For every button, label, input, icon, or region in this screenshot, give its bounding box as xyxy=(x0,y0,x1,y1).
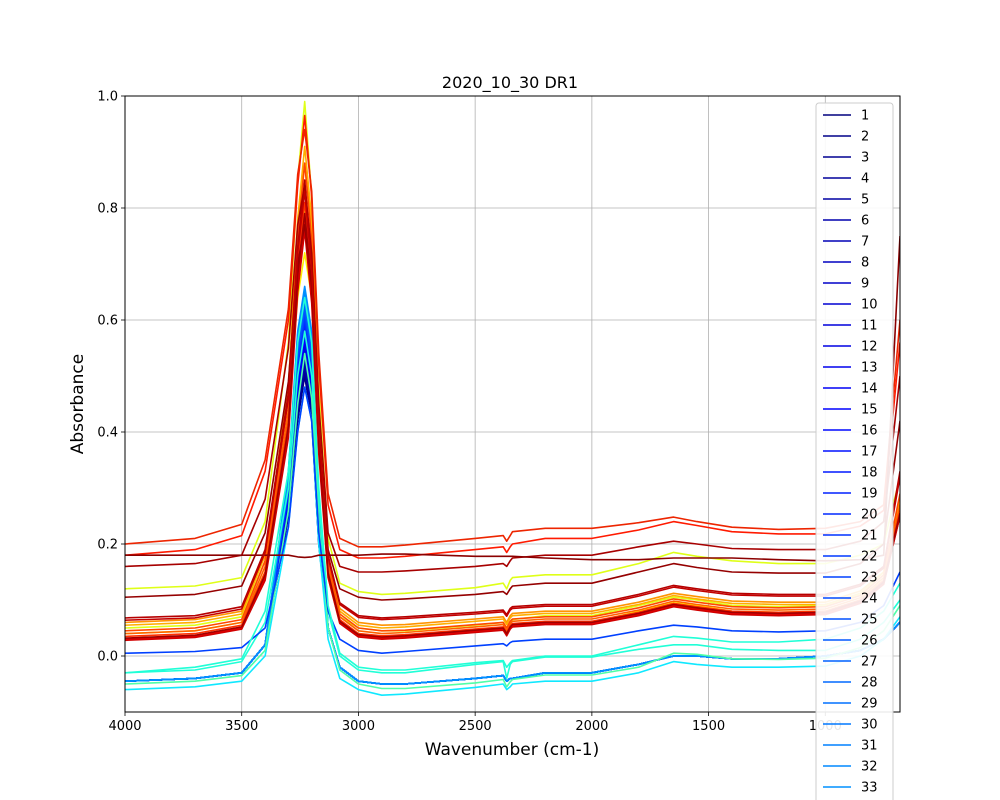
legend-label: 26 xyxy=(861,634,878,649)
x-axis-label: Wavenumber (cm-1) xyxy=(425,740,600,760)
spectrum-line-trace-54 xyxy=(125,235,900,562)
spectrum-line-trace-52 xyxy=(125,184,900,573)
spectrum-line-trace-36 xyxy=(125,352,900,690)
legend-label: 31 xyxy=(861,739,878,754)
x-tick-label: 2000 xyxy=(575,719,608,734)
legend-label: 17 xyxy=(861,445,878,460)
y-axis-ticks: 0.0 0.2 0.4 0.6 0.8 1.0 xyxy=(97,90,125,665)
x-tick-label: 3000 xyxy=(342,719,375,734)
x-tick-label: 4000 xyxy=(108,719,141,734)
y-tick-label: 0.2 xyxy=(97,538,118,553)
spectrum-line-trace-51 xyxy=(125,128,900,548)
legend-label: 10 xyxy=(861,298,878,313)
chart-title: 2020_10_30 DR1 xyxy=(442,73,578,93)
legend-label: 7 xyxy=(861,235,869,250)
spectrum-line-trace-48 xyxy=(125,229,900,642)
legend-label: 1 xyxy=(861,109,869,124)
legend-label: 18 xyxy=(861,466,878,481)
spectrum-line-trace-56 xyxy=(125,190,900,621)
legend-label: 21 xyxy=(861,529,878,544)
spectrum-line-trace-38 xyxy=(125,296,900,674)
y-tick-label: 0.4 xyxy=(97,426,118,441)
legend-label: 12 xyxy=(861,340,878,355)
legend-label: 28 xyxy=(861,676,878,691)
legend-label: 23 xyxy=(861,571,878,586)
y-tick-label: 0.8 xyxy=(97,202,118,217)
spectrum-line-trace-37 xyxy=(125,386,900,654)
x-tick-label: 3500 xyxy=(225,719,258,734)
x-tick-label: 1500 xyxy=(692,719,725,734)
legend-label: 9 xyxy=(861,277,869,292)
legend-label: 14 xyxy=(861,382,878,397)
legend-label: 27 xyxy=(861,655,878,670)
legend-label: 20 xyxy=(861,508,878,523)
legend-label: 11 xyxy=(861,319,878,334)
legend-label: 2 xyxy=(861,130,869,145)
legend-label: 32 xyxy=(861,760,878,775)
legend-label: 6 xyxy=(861,214,869,229)
spectrum-line-trace-34 xyxy=(125,330,900,680)
spectrum-line-trace-55 xyxy=(125,212,900,639)
legend: 1234567891011121314151617181920212223242… xyxy=(815,102,894,800)
legend-label: 24 xyxy=(861,592,878,607)
x-tick-label: 2500 xyxy=(459,719,492,734)
legend-label: 22 xyxy=(861,550,878,565)
y-tick-label: 0.0 xyxy=(97,650,118,665)
y-tick-label: 1.0 xyxy=(97,90,118,105)
legend-label: 13 xyxy=(861,361,878,376)
legend-label: 3 xyxy=(861,151,869,166)
legend-label: 33 xyxy=(861,781,878,796)
legend-label: 5 xyxy=(861,193,869,208)
plot-frame xyxy=(124,95,901,713)
legend-label: 30 xyxy=(861,718,878,733)
legend-label: 15 xyxy=(861,403,878,418)
legend-label: 25 xyxy=(861,613,878,628)
legend-box xyxy=(815,102,894,800)
y-axis-label: Absorbance xyxy=(68,354,88,454)
legend-label: 8 xyxy=(861,256,869,271)
legend-label: 16 xyxy=(861,424,878,439)
y-tick-label: 0.6 xyxy=(97,314,118,329)
spectra-lines xyxy=(125,100,900,696)
legend-label: 4 xyxy=(861,172,869,187)
legend-label: 29 xyxy=(861,697,878,712)
legend-label: 19 xyxy=(861,487,878,502)
